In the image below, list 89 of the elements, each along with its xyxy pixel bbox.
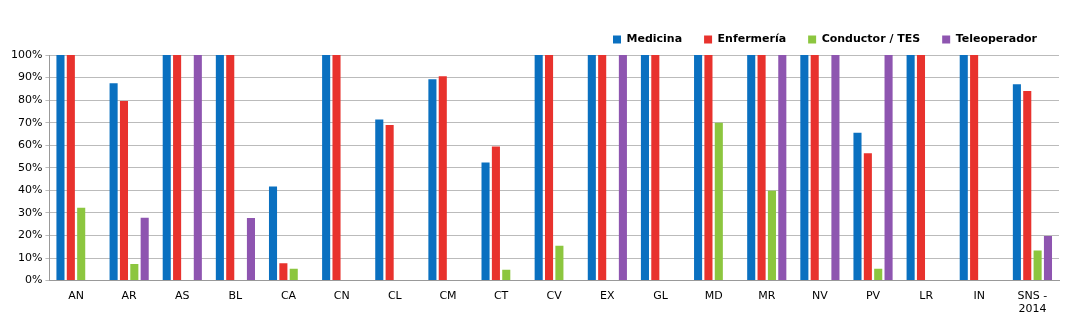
x-tick-label: AR xyxy=(121,289,138,303)
bar xyxy=(1043,235,1053,281)
bar xyxy=(332,55,341,281)
legend-label: Conductor / TES xyxy=(821,32,921,46)
bar xyxy=(640,55,649,281)
x-tick-label: LR xyxy=(919,289,934,303)
x-tick-label: CA xyxy=(280,289,297,303)
bar xyxy=(831,55,840,281)
bar xyxy=(119,101,129,281)
x-tick-label: AN xyxy=(68,289,84,303)
bar xyxy=(1023,91,1032,281)
bar xyxy=(906,55,915,281)
bar xyxy=(268,186,278,281)
y-tick-label: 40% xyxy=(17,183,43,197)
y-tick-label: 30% xyxy=(17,205,43,219)
y-tick-label: 70% xyxy=(17,115,43,129)
x-tick-label: CT xyxy=(493,289,509,303)
bar xyxy=(853,132,862,281)
bar xyxy=(757,55,766,281)
bar xyxy=(874,268,883,281)
bar xyxy=(810,55,819,281)
bar xyxy=(481,162,490,281)
x-tick-label: MD xyxy=(704,289,723,303)
y-tick-label: 0% xyxy=(24,273,43,287)
bar xyxy=(56,55,65,281)
bar xyxy=(502,269,511,281)
x-tick-label: IN xyxy=(973,289,986,303)
x-tick-label: EX xyxy=(600,289,616,303)
bar xyxy=(215,55,224,281)
bar xyxy=(714,122,723,281)
y-tick-label: 100% xyxy=(10,47,43,61)
legend-label: Medicina xyxy=(626,32,683,46)
bar xyxy=(767,190,776,281)
bar xyxy=(800,55,809,281)
legend-label: Enfermería xyxy=(717,32,787,46)
bar xyxy=(130,263,139,281)
bar xyxy=(598,55,607,281)
bar xyxy=(694,55,703,281)
bar xyxy=(162,55,171,281)
bar xyxy=(140,217,149,281)
x-tick-label: NV xyxy=(812,289,829,303)
bar xyxy=(959,55,968,281)
x-tick-label: CM xyxy=(439,289,457,303)
bar xyxy=(618,55,627,281)
bar xyxy=(587,55,596,281)
y-tick-label: 20% xyxy=(17,228,43,242)
bar xyxy=(385,124,394,281)
y-tick-label: 90% xyxy=(17,70,43,84)
bar xyxy=(77,207,86,281)
bar xyxy=(863,153,872,281)
bar xyxy=(970,55,979,281)
bar xyxy=(651,55,660,281)
bar xyxy=(438,76,447,281)
legend-label: Teleoperador xyxy=(955,32,1038,46)
bar xyxy=(1033,250,1042,281)
x-tick-label: CL xyxy=(387,289,403,303)
bar xyxy=(555,245,564,281)
bar xyxy=(193,55,202,281)
bar xyxy=(66,55,75,281)
y-tick-label: 50% xyxy=(17,160,43,174)
bar xyxy=(545,55,554,281)
bar xyxy=(916,55,926,281)
bar xyxy=(375,119,384,281)
bar xyxy=(173,55,182,281)
x-tick-label: GL xyxy=(653,289,669,303)
x-tick-label: CV xyxy=(546,289,563,303)
x-tick-label: SNS - 2014 xyxy=(1017,289,1048,316)
x-tick-label: BL xyxy=(228,289,244,303)
x-tick-label: MR xyxy=(758,289,776,303)
y-tick-label: 60% xyxy=(17,138,43,152)
bar xyxy=(1012,84,1021,281)
bar xyxy=(491,146,500,281)
bar xyxy=(704,55,713,281)
bar xyxy=(322,55,331,281)
y-tick-label: 80% xyxy=(17,92,43,106)
bar xyxy=(279,263,288,281)
bar xyxy=(747,55,756,281)
x-tick-label: CN xyxy=(333,289,350,303)
bar xyxy=(534,55,543,281)
bar xyxy=(289,268,298,281)
y-tick-label: 10% xyxy=(17,250,43,264)
bar xyxy=(428,79,437,281)
bar xyxy=(246,217,255,281)
bar xyxy=(778,55,787,281)
x-tick-label: AS xyxy=(175,289,190,303)
bar xyxy=(226,55,235,281)
x-tick-label: PV xyxy=(865,289,881,303)
bar xyxy=(884,55,893,281)
bar xyxy=(109,83,118,281)
